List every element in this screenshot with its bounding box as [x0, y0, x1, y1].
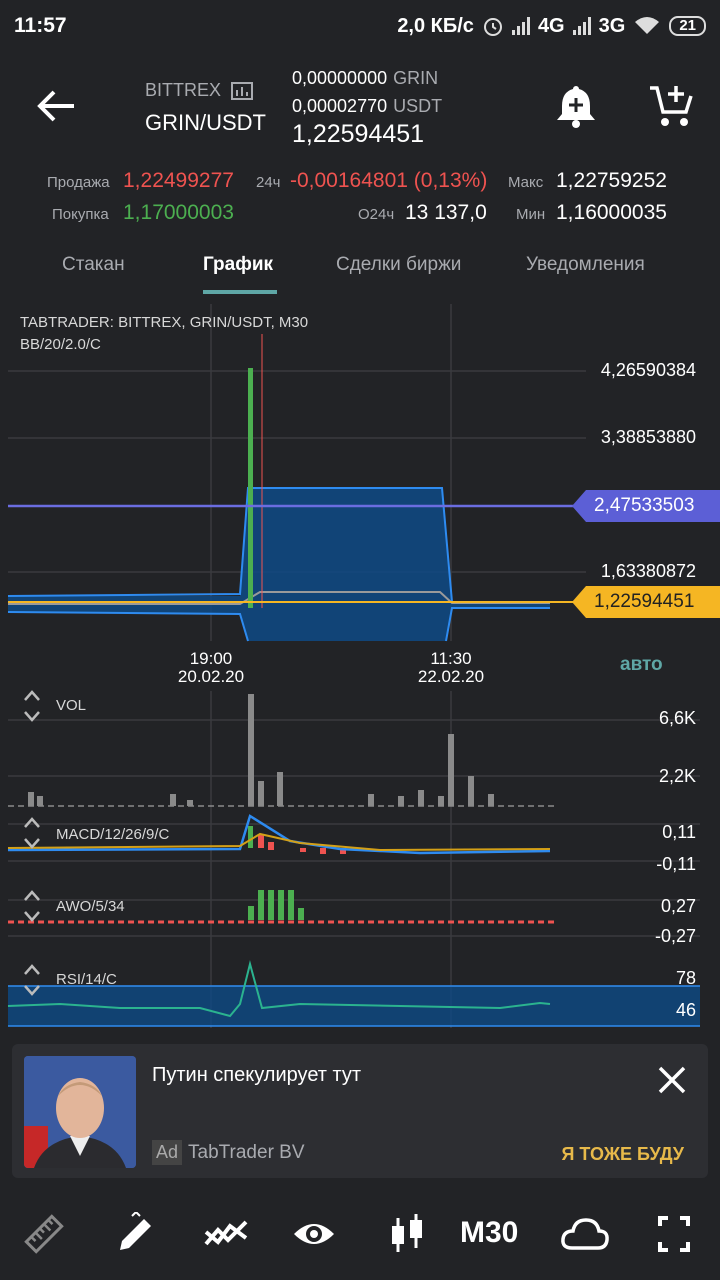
auto-scale-toggle[interactable]: авто: [620, 654, 663, 675]
date-label-1: 19:00 20.02.20: [160, 650, 262, 686]
battery-icon: 21: [669, 16, 706, 36]
reorder-macd-icon[interactable]: [22, 813, 42, 853]
date-label-1-time: 19:00: [189, 649, 233, 668]
balance-quote-value: 0,00002770: [292, 96, 388, 116]
status-speed: 2,0 КБ/с: [397, 14, 474, 37]
ruler-icon[interactable]: [22, 1212, 66, 1256]
chart-title-line2: BB/20/2.0/C: [20, 336, 101, 353]
vol-label: VOL: [56, 697, 87, 714]
awo-bottom: -0,27: [654, 926, 696, 946]
spike-candle: [248, 368, 253, 608]
volume-label: O24ч: [358, 206, 395, 223]
chart-title-line1: TABTRADER: BITTREX, GRIN/USDT, M30: [20, 314, 309, 331]
macd-bottom: -0,11: [656, 854, 696, 874]
alert-price-tag[interactable]: 2,47533503: [572, 490, 720, 522]
add-alert-bell-icon[interactable]: [555, 84, 597, 128]
sell-value: 1,22499277: [123, 169, 234, 192]
awo-label: AWO/5/34: [56, 898, 125, 915]
change-value: -0,00164801 (0,13%): [290, 169, 488, 192]
alert-price-value: 2,47533503: [594, 495, 695, 516]
awo-top: 0,27: [660, 896, 696, 916]
app-header: BITTREX GRIN/USDT 0,00000000 GRIN 0,00002…: [0, 52, 720, 156]
reorder-rsi-icon[interactable]: [22, 960, 42, 1000]
date-label-2-time: 11:30: [430, 649, 472, 668]
candles-icon[interactable]: [386, 1212, 430, 1256]
status-bar: 11:57 2,0 КБ/с 4G 3G 21: [0, 0, 720, 52]
status-net1: 4G: [537, 14, 565, 37]
close-icon[interactable]: [656, 1064, 688, 1096]
balance-base-unit: GRIN: [393, 68, 439, 88]
date-label-2-date: 22.02.20: [417, 667, 485, 686]
rsi-bottom: 46: [675, 1000, 696, 1020]
buy-value: 1,17000003: [123, 201, 234, 224]
fullscreen-icon[interactable]: [656, 1212, 692, 1256]
change-label: 24ч: [256, 174, 281, 191]
vol-mid: 2,2K: [658, 766, 696, 786]
trading-pair[interactable]: GRIN/USDT: [145, 110, 266, 135]
ad-title: Путин спекулирует тут: [152, 1064, 362, 1086]
ad-badge: Ad: [152, 1140, 183, 1165]
exchange-name[interactable]: BITTREX: [145, 80, 254, 101]
rsi-label: RSI/14/C: [56, 971, 117, 988]
low-label: Мин: [516, 206, 546, 223]
ad-banner[interactable]: Путин спекулирует тут Ad TabTrader BV Я …: [12, 1044, 708, 1178]
rsi-top: 78: [675, 968, 696, 988]
reorder-vol-icon[interactable]: [22, 686, 42, 726]
vol-max: 6,6K: [658, 708, 696, 728]
date-label-1-date: 20.02.20: [177, 667, 245, 686]
chart-title: TABTRADER: BITTREX, GRIN/USDT, M30 BB/20…: [20, 312, 308, 356]
price-level-3: 1,63380872: [600, 561, 696, 581]
tab-trades[interactable]: Сделки биржи: [336, 254, 462, 275]
price-chart[interactable]: TABTRADER: BITTREX, GRIN/USDT, M30 BB/20…: [0, 296, 720, 1034]
alarm-icon: [483, 18, 502, 36]
back-arrow-icon[interactable]: [36, 88, 76, 124]
market-stats: Продажа 1,22499277 Покупка 1,17000003 24…: [0, 166, 720, 230]
tab-bar: Стакан График Сделки биржи Уведомления: [0, 240, 720, 294]
volume-value: 13 137,0: [405, 201, 487, 224]
timeframe-selector[interactable]: M30: [460, 1216, 519, 1249]
cloud-icon[interactable]: [560, 1212, 610, 1256]
price-level-1: 4,26590384: [600, 360, 696, 380]
macd-label: MACD/12/26/9/C: [56, 826, 170, 843]
chart-bars-icon: [231, 81, 254, 100]
status-net2: 3G: [598, 14, 626, 37]
balance-base-value: 0,00000000: [292, 68, 388, 88]
tab-alerts[interactable]: Уведомления: [526, 254, 645, 275]
ad-photo: [24, 1056, 136, 1168]
last-price: 1,22594451: [292, 120, 425, 148]
high-label: Макс: [508, 174, 544, 191]
wifi-icon: [635, 17, 660, 34]
ad-company: TabTrader BV: [188, 1142, 305, 1163]
low-value: 1,16000035: [556, 201, 667, 224]
indicators-icon[interactable]: [204, 1212, 248, 1256]
add-to-cart-icon[interactable]: [648, 84, 694, 128]
signal-icon: [511, 17, 530, 35]
signal-icon-2: [572, 17, 591, 35]
tab-order-book[interactable]: Стакан: [62, 254, 125, 275]
status-time: 11:57: [14, 14, 67, 37]
tab-active-indicator: [203, 290, 277, 294]
price-level-2: 3,38853880: [600, 427, 696, 447]
sell-label: Продажа: [47, 174, 110, 191]
current-price-tag: 1,22594451: [572, 586, 720, 618]
balances: 0,00000000 GRIN 0,00002770 USDT: [292, 64, 442, 120]
current-price-value: 1,22594451: [594, 591, 695, 612]
ad-cta-button[interactable]: Я ТОЖЕ БУДУ: [561, 1144, 684, 1164]
buy-label: Покупка: [52, 206, 109, 223]
high-value: 1,22759252: [556, 169, 667, 192]
date-label-2: 11:30 22.02.20: [400, 650, 502, 686]
reorder-awo-icon[interactable]: [22, 886, 42, 926]
bottom-toolbar: M30: [0, 1188, 720, 1280]
balance-quote-unit: USDT: [393, 96, 443, 116]
macd-top: 0,11: [662, 822, 696, 842]
chart-canvas: [7, 304, 700, 1028]
eye-icon[interactable]: [292, 1212, 336, 1256]
tab-chart[interactable]: График: [203, 254, 274, 275]
pencil-icon[interactable]: [114, 1212, 158, 1256]
